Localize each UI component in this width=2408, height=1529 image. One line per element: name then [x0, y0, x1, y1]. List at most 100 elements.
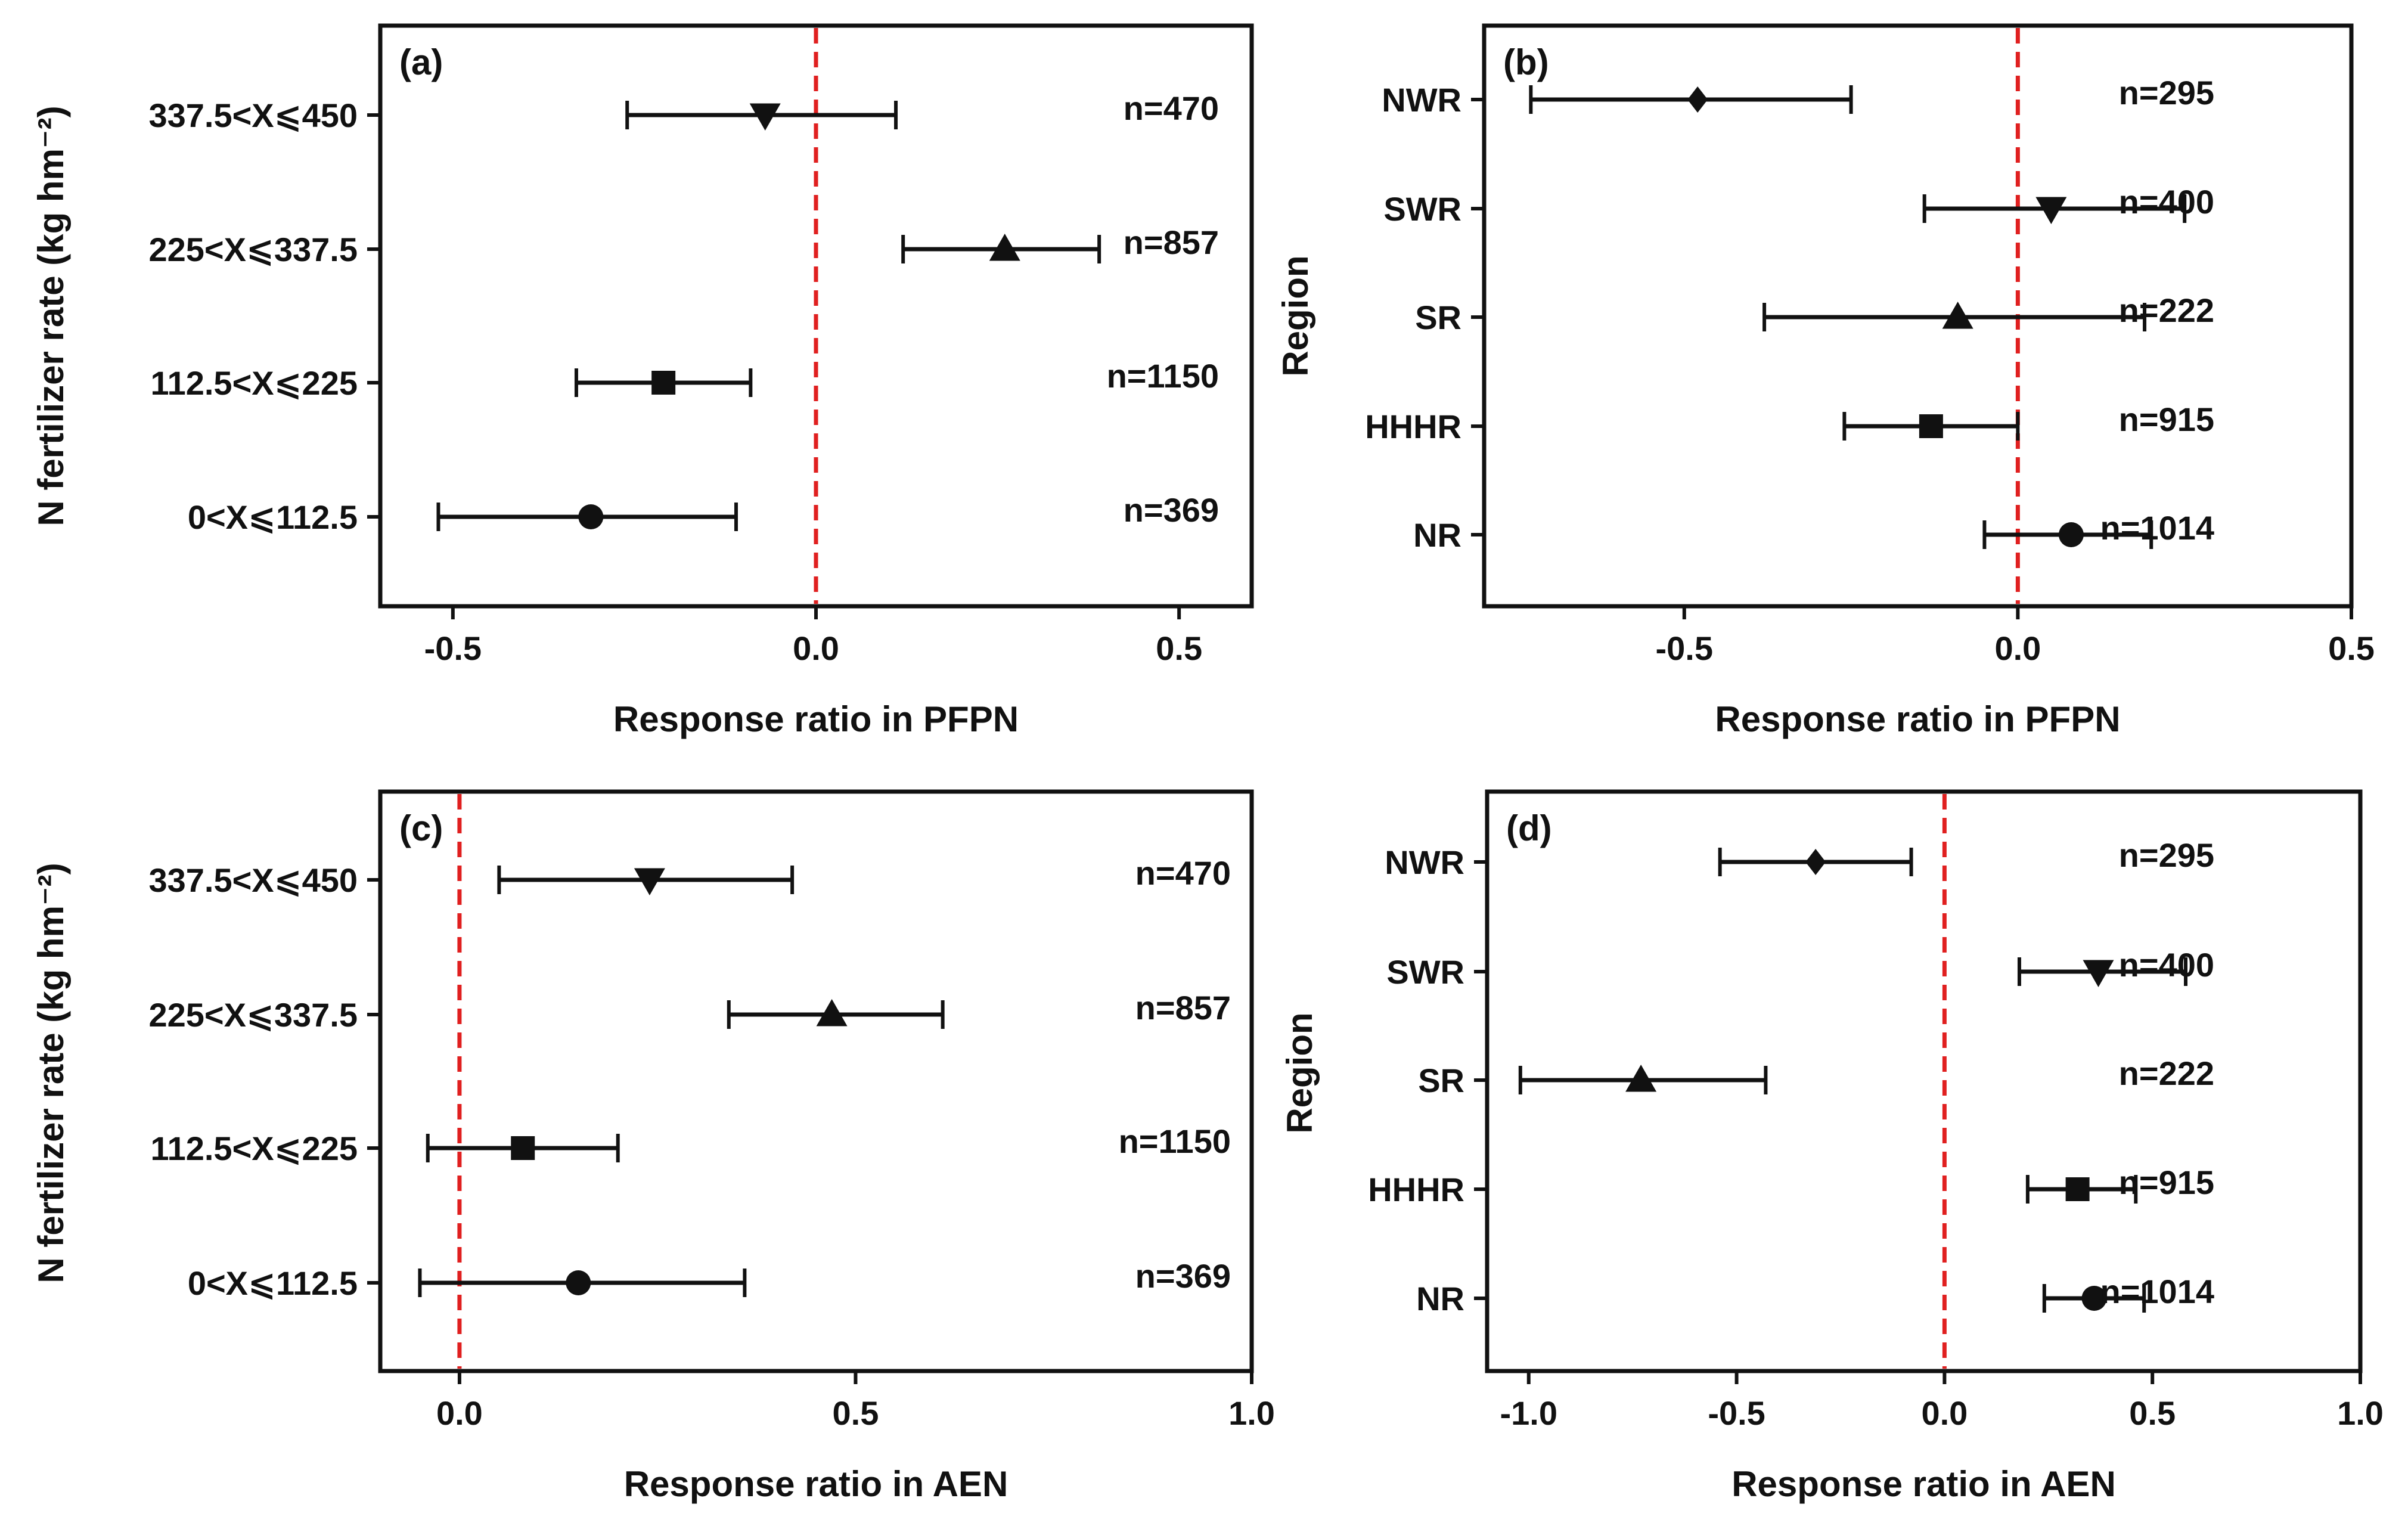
panel-label: (d) [1506, 808, 1552, 848]
triangle-up-mean-marker [816, 999, 848, 1026]
x-tick-label: 0.0 [1921, 1394, 1968, 1432]
data-row: HHHR n=915 [1368, 1164, 2214, 1208]
sample-size-label: n=400 [2119, 183, 2214, 221]
x-axis-title: Response ratio in AEN [1731, 1464, 2116, 1504]
sample-size-label: n=1150 [1119, 1122, 1231, 1160]
x-tick-label: 1.0 [1228, 1394, 1275, 1432]
sample-size-label: n=369 [1124, 491, 1219, 529]
data-row: NWR n=295 [1385, 836, 2214, 881]
data-row: 0<X⩽112.5 n=369 [188, 1257, 1231, 1302]
square-mean-marker [511, 1136, 535, 1160]
sample-size-label: n=470 [1135, 854, 1231, 892]
data-row: SR n=222 [1418, 1055, 2214, 1099]
x-tick-label: 1.0 [2337, 1394, 2384, 1432]
y-tick-label: 0<X⩽112.5 [188, 1264, 358, 1302]
y-tick-label: SR [1418, 1062, 1464, 1099]
sample-size-label: n=1014 [2100, 509, 2215, 547]
data-row: 225<X⩽337.5 n=857 [148, 989, 1231, 1034]
y-tick-label: 0<X⩽112.5 [188, 498, 358, 536]
data-row: SR n=222 [1415, 291, 2214, 336]
panel-label: (c) [399, 808, 443, 848]
panel-label: (b) [1503, 42, 1549, 82]
x-tick-label: -0.5 [424, 629, 482, 667]
triangle-down-mean-marker [2035, 197, 2067, 224]
circle-mean-marker [2081, 1286, 2107, 1311]
data-row: 337.5<X⩽450 n=470 [148, 854, 1231, 899]
data-row: 112.5<X⩽225 n=1150 [151, 357, 1219, 402]
square-mean-marker [651, 371, 676, 395]
plot-frame [378, 789, 1254, 1373]
y-tick-label: SR [1415, 299, 1461, 336]
sample-size-label: n=1014 [2100, 1273, 2215, 1310]
y-tick-label: 337.5<X⩽450 [148, 97, 358, 134]
y-tick-label: NR [1413, 516, 1461, 554]
y-axis-title: N fertilizer rate (kg hm⁻²) [31, 106, 71, 526]
data-row: 0<X⩽112.5 n=369 [188, 491, 1219, 536]
sample-size-label: n=1150 [1107, 357, 1219, 395]
y-tick-label: 337.5<X⩽450 [148, 861, 358, 899]
data-row: NR n=1014 [1416, 1273, 2214, 1317]
data-row: 337.5<X⩽450 n=470 [148, 89, 1219, 134]
triangle-up-mean-marker [1625, 1065, 1657, 1092]
sample-size-label: n=222 [2119, 1055, 2214, 1092]
data-row: SWR n=400 [1386, 946, 2214, 991]
sample-size-label: n=915 [2119, 1164, 2214, 1201]
x-axis-title: Response ratio in PFPN [613, 699, 1019, 739]
y-tick-label: 225<X⩽337.5 [148, 231, 358, 268]
panel-a: -0.5 0.0 0.5 Response ratio in PFPN N fertil… [31, 23, 1254, 739]
panel-label: (a) [399, 42, 443, 82]
x-tick-label: -1.0 [1500, 1394, 1558, 1432]
data-row: HHHR n=915 [1365, 401, 2214, 445]
x-tick-label: 0.5 [2328, 629, 2375, 667]
circle-mean-marker [566, 1270, 591, 1295]
data-row: SWR n=400 [1383, 183, 2214, 228]
panel-b: -0.5 0.0 0.5 Response ratio in PFPN Region (b… [1276, 23, 2375, 739]
sample-size-label: n=915 [2119, 401, 2214, 438]
y-tick-label: SWR [1383, 190, 1461, 228]
y-tick-label: 112.5<X⩽225 [151, 1130, 358, 1167]
triangle-down-mean-marker [2083, 960, 2114, 987]
x-tick-label: -0.5 [1656, 629, 1714, 667]
sample-size-label: n=295 [2119, 836, 2214, 874]
y-tick-label: NR [1416, 1280, 1464, 1317]
y-tick-label: NWR [1382, 81, 1461, 119]
y-axis-title: Region [1280, 1012, 1320, 1133]
x-tick-label: 0.5 [1156, 629, 1202, 667]
x-tick-label: 0.0 [793, 629, 839, 667]
sample-size-label: n=295 [2119, 74, 2214, 111]
y-axis-title: Region [1276, 255, 1315, 376]
y-tick-label: HHHR [1365, 408, 1461, 445]
x-axis-title: Response ratio in AEN [624, 1464, 1008, 1504]
circle-mean-marker [2058, 522, 2084, 547]
sample-size-label: n=470 [1124, 89, 1219, 127]
diamond-mean-marker [1687, 86, 1708, 113]
triangle-down-mean-marker [634, 868, 665, 895]
y-tick-label: NWR [1385, 843, 1464, 881]
x-tick-label: 0.5 [2129, 1394, 2176, 1432]
square-mean-marker [2065, 1177, 2090, 1201]
x-axis-title: Response ratio in PFPN [1715, 699, 2120, 739]
sample-size-label: n=857 [1135, 989, 1231, 1026]
data-row: 112.5<X⩽225 n=1150 [151, 1122, 1231, 1167]
sample-size-label: n=857 [1124, 224, 1219, 261]
y-axis-title: N fertilizer rate (kg hm⁻²) [31, 863, 71, 1283]
data-row: NWR n=295 [1382, 74, 2214, 119]
panel-c: 0.0 0.5 1.0 Response ratio in AEN N fertiliz… [31, 789, 1275, 1504]
panel-d: -1.0 -0.5 0.0 0.5 1.0 Response ratio in AEN Re… [1280, 789, 2384, 1504]
x-tick-label: -0.5 [1708, 1394, 1765, 1432]
data-row: NR n=1014 [1413, 509, 2214, 554]
diamond-mean-marker [1805, 849, 1826, 875]
data-row: 225<X⩽337.5 n=857 [148, 224, 1219, 268]
sample-size-label: n=369 [1135, 1257, 1231, 1295]
y-tick-label: 112.5<X⩽225 [151, 364, 358, 402]
x-tick-label: 0.5 [833, 1394, 879, 1432]
triangle-down-mean-marker [749, 103, 781, 131]
y-tick-label: SWR [1386, 953, 1464, 991]
sample-size-label: n=222 [2119, 291, 2214, 329]
y-tick-label: 225<X⩽337.5 [148, 996, 358, 1034]
x-tick-label: 0.0 [1994, 629, 2041, 667]
circle-mean-marker [578, 504, 604, 529]
triangle-up-mean-marker [989, 234, 1020, 261]
